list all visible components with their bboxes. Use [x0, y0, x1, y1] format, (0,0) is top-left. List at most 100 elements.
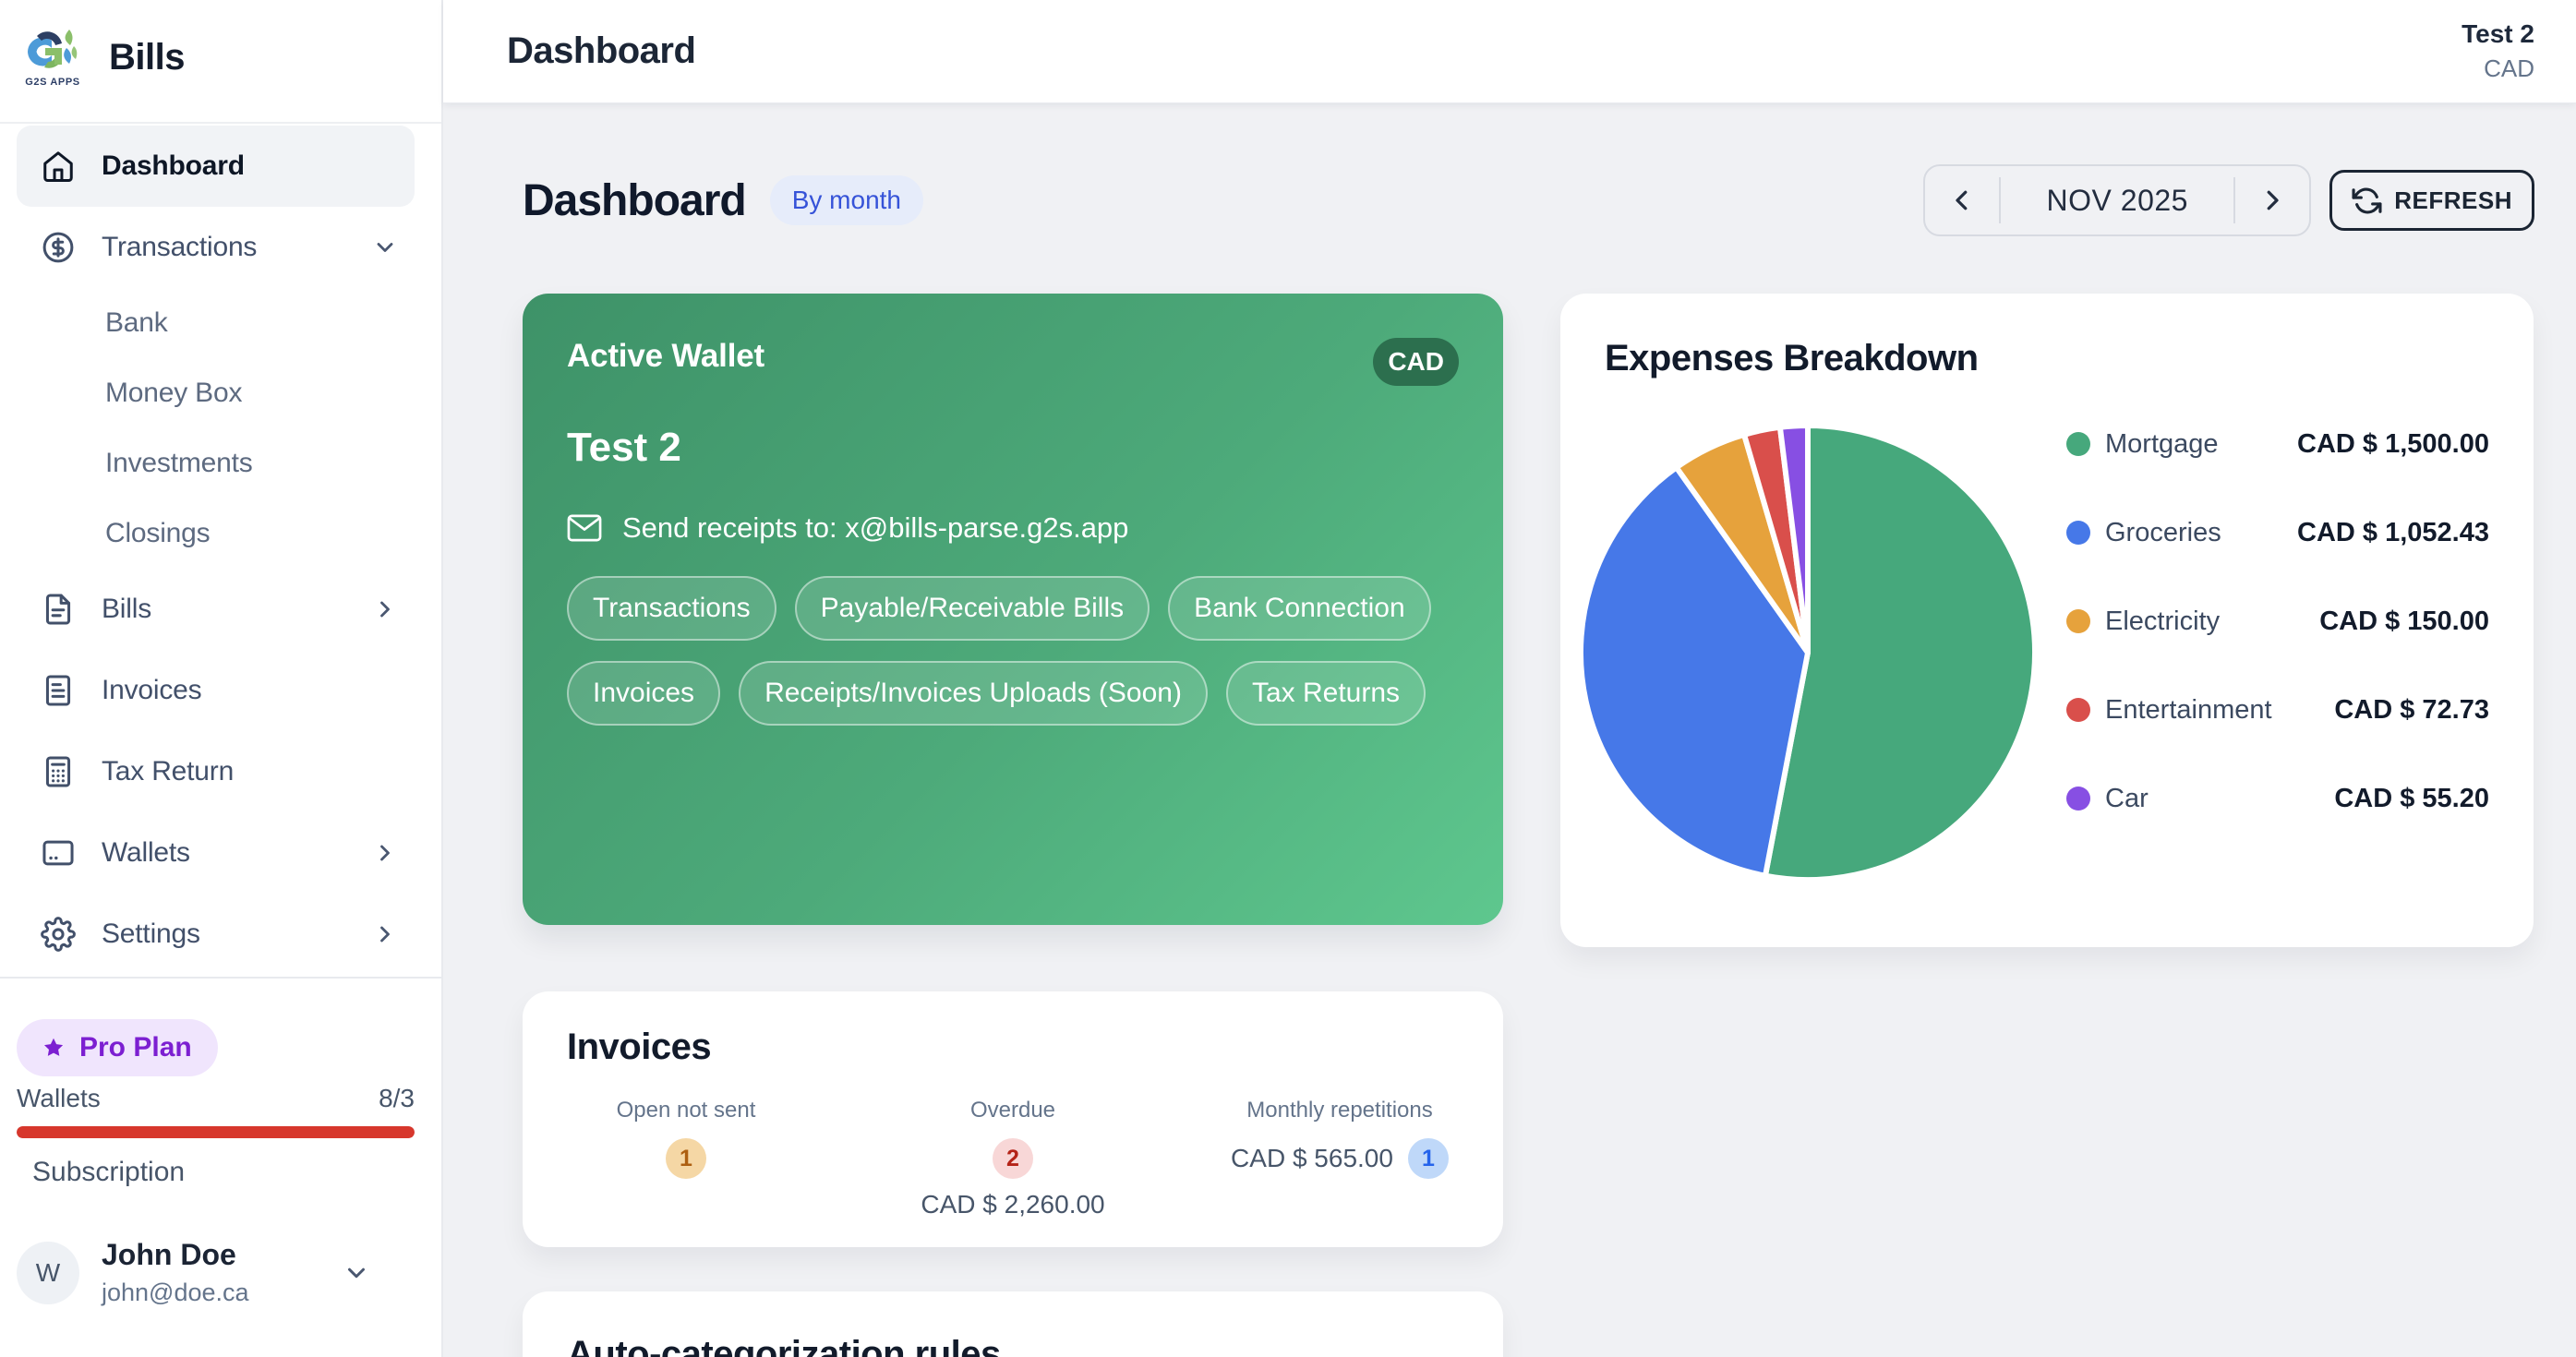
chevron-left-icon	[1956, 190, 1968, 210]
active-wallet-header: Active Wallet CAD	[567, 338, 1459, 386]
expenses-pie-chart	[1579, 424, 2037, 882]
chip-payable-receivable-bills[interactable]: Payable/Receivable Bills	[794, 576, 1150, 641]
legend-value: CAD $ 72.73	[2334, 694, 2489, 725]
sidebar-footer: Pro Plan Wallets 8/3 Subscription W John…	[0, 979, 441, 1307]
document-icon	[45, 594, 71, 625]
next-month-button[interactable]	[2235, 166, 2309, 234]
user-name: John Doe	[102, 1238, 236, 1271]
pie-slice-mortgage	[1762, 424, 2037, 882]
home-icon	[43, 151, 73, 183]
subscription-link[interactable]: Subscription	[32, 1157, 186, 1187]
top-header: Dashboard Test 2 CAD	[443, 0, 2576, 103]
legend-value: CAD $ 1,500.00	[2297, 428, 2489, 459]
rules-title: Auto-categorization rules	[567, 1334, 1001, 1357]
expenses-title: Expenses Breakdown	[1605, 338, 1979, 378]
monthly-repetitions-amount: CAD $ 565.00	[1231, 1144, 1393, 1172]
sidebar-item-wallets[interactable]: Wallets	[17, 812, 415, 894]
legend-value: CAD $ 150.00	[2319, 606, 2489, 636]
sidebar-item-label: Settings	[102, 919, 200, 949]
invoices-open-not-sent: Open not sent 1	[523, 1098, 849, 1219]
sidebar-item-bills[interactable]: Bills	[17, 569, 415, 650]
wallets-progress-bar	[17, 1126, 415, 1138]
header-wallet-name: Test 2	[2462, 19, 2534, 48]
invoices-summary-card: Invoices Open not sent 1 Overdue 2 CAD $…	[523, 991, 1503, 1247]
sidebar-item-label: Dashboard	[102, 150, 245, 181]
expenses-body: Mortgage CAD $ 1,500.00 Groceries CAD $ …	[1579, 416, 2489, 882]
chip-invoices[interactable]: Invoices	[567, 661, 721, 726]
overdue-label: Overdue	[969, 1098, 1056, 1123]
pie-chart-svg	[1579, 424, 2037, 882]
app-logo: G2S APPS	[24, 28, 81, 88]
header-title: Dashboard	[507, 30, 696, 71]
chip-bank-connection[interactable]: Bank Connection	[1168, 576, 1431, 641]
invoices-title: Invoices	[567, 1027, 712, 1067]
user-email: john@doe.ca	[102, 1279, 249, 1306]
sidebar-item-settings[interactable]: Settings	[17, 894, 415, 975]
sidebar-item-label: Tax Return	[102, 756, 235, 787]
wallets-usage-value: 8/3	[379, 1084, 415, 1112]
sidebar-subitem-investments[interactable]: Investments	[105, 448, 253, 478]
invoices-monthly-repetitions: Monthly repetitions CAD $ 565.00 1	[1176, 1098, 1503, 1219]
user-meta: John Doe john@doe.ca	[102, 1238, 249, 1307]
legend-value: CAD $ 55.20	[2334, 783, 2489, 813]
legend-dot-electricity	[2066, 609, 2090, 633]
refresh-icon	[2352, 187, 2382, 213]
header-wallet-info[interactable]: Test 2 CAD	[2462, 19, 2534, 83]
chip-transactions[interactable]: Transactions	[567, 576, 776, 641]
sidebar-item-label: Invoices	[102, 675, 202, 705]
chevron-down-icon	[348, 1267, 365, 1278]
pro-plan-label: Pro Plan	[79, 1032, 192, 1063]
dashboard-content: Dashboard By month NOV 2025	[443, 103, 2576, 1357]
overdue-total: CAD $ 2,260.00	[921, 1190, 1105, 1219]
sidebar-item-invoices[interactable]: Invoices	[17, 650, 415, 731]
sidebar-item-transactions[interactable]: Transactions	[17, 207, 415, 288]
user-menu[interactable]: W John Doe john@doe.ca	[17, 1238, 415, 1307]
chevron-right-icon	[2267, 190, 2279, 210]
sidebar-item-tax-return[interactable]: Tax Return	[17, 731, 415, 812]
sidebar-item-dashboard[interactable]: Dashboard	[17, 126, 415, 207]
legend-row: Mortgage CAD $ 1,500.00	[2066, 400, 2489, 488]
chip-tax-returns[interactable]: Tax Returns	[1225, 661, 1426, 726]
wallet-receipts-text: Send receipts to: x@bills-parse.g2s.app	[622, 511, 1129, 544]
overdue-count-badge: 2	[993, 1138, 1033, 1179]
legend-row: Groceries CAD $ 1,052.43	[2066, 488, 2489, 577]
monthly-repetitions-count-badge: 1	[1407, 1138, 1449, 1179]
sidebar-item-label: Transactions	[102, 232, 258, 262]
divider	[1999, 177, 2002, 223]
legend-row: Car CAD $ 55.20	[2066, 754, 2489, 843]
brand-header: G2S APPS Bills	[0, 0, 441, 124]
legend-label: Car	[2105, 783, 2149, 813]
logo-caption: G2S APPS	[25, 76, 80, 88]
legend-dot-car	[2066, 787, 2090, 811]
pie-slice-car	[1776, 424, 1811, 655]
legend-row: Electricity CAD $ 150.00	[2066, 577, 2489, 666]
toolbar-actions: NOV 2025 REFRESH	[1923, 164, 2534, 236]
chevron-right-icon	[380, 926, 390, 943]
sidebar-subitem-money-box[interactable]: Money Box	[105, 378, 243, 408]
sidebar-subitem-closings[interactable]: Closings	[105, 518, 211, 548]
gear-icon	[41, 917, 76, 952]
refresh-button[interactable]: REFRESH	[2329, 170, 2534, 231]
month-navigator: NOV 2025	[1923, 164, 2312, 236]
previous-month-button[interactable]	[1925, 166, 1999, 234]
invoices-columns: Open not sent 1 Overdue 2 CAD $ 2,260.00	[523, 1098, 1503, 1219]
sidebar-subitem-bank[interactable]: Bank	[105, 307, 168, 338]
pro-plan-badge[interactable]: Pro Plan	[17, 1019, 218, 1076]
current-month-label[interactable]: NOV 2025	[2046, 183, 2188, 217]
envelope-icon	[567, 514, 602, 542]
pie-slice-groceries	[1579, 464, 1811, 879]
active-wallet-title: Active Wallet	[567, 338, 764, 374]
header-wallet-currency: CAD	[2484, 54, 2534, 82]
legend-label: Groceries	[2105, 517, 2221, 547]
app-title: Bills	[109, 36, 185, 78]
chip-receipts-invoices-uploads[interactable]: Receipts/Invoices Uploads (Soon)	[739, 661, 1208, 726]
period-filter-pill[interactable]: By month	[769, 175, 923, 225]
expenses-legend: Mortgage CAD $ 1,500.00 Groceries CAD $ …	[2066, 400, 2489, 843]
auto-categorization-rules-card: Auto-categorization rules	[523, 1291, 1503, 1357]
chevron-right-icon	[380, 845, 390, 861]
open-not-sent-label: Open not sent	[616, 1098, 756, 1123]
legend-label: Entertainment	[2105, 694, 2272, 725]
legend-label: Mortgage	[2105, 428, 2219, 459]
legend-row: Entertainment CAD $ 72.73	[2066, 666, 2489, 754]
wallets-progress-fill	[17, 1126, 415, 1138]
